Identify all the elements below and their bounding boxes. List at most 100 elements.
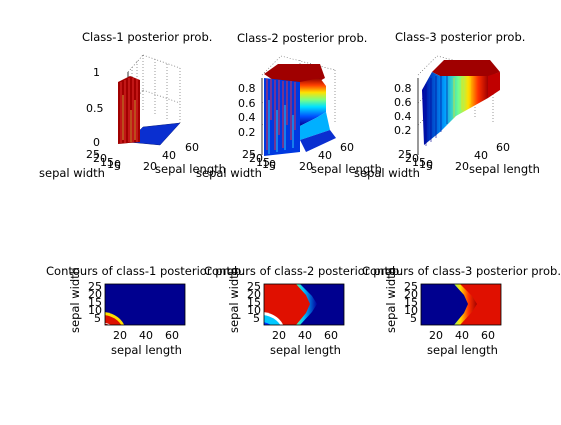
surface-wall (422, 72, 488, 145)
y-tick-label: 5 (114, 160, 121, 173)
x-tick-label: 40 (318, 149, 332, 162)
y-axis-label: sepal width (354, 166, 420, 180)
y-tick-label: 15 (404, 296, 418, 309)
z-tick-label: 0.8 (238, 82, 256, 95)
y-tick-label: 20 (249, 152, 263, 165)
surface-wall (300, 78, 326, 126)
surface-plateau (432, 60, 500, 76)
x-tick-label: 20 (143, 160, 157, 173)
heatmap-plot-class-2: Contours of class-2 posterior prob. 25 2… (204, 264, 403, 357)
surface-plot-class-3: Class-3 posterior prob. 0. (354, 30, 540, 180)
x-tick-label: 20 (455, 160, 469, 173)
x-axis-label: sepal length (111, 343, 182, 357)
plot-title: Contours of class-2 posterior prob. (204, 264, 403, 278)
y-tick-label: 15 (256, 156, 270, 169)
x-tick-label: 60 (340, 141, 354, 154)
y-tick-label: 25 (404, 280, 418, 293)
x-tick-label: 60 (496, 141, 510, 154)
z-tick-label: 0.5 (86, 102, 104, 115)
x-axis-label: sepal length (427, 343, 498, 357)
y-axis-label: sepal width (384, 267, 398, 333)
x-tick-label: 40 (298, 329, 312, 342)
y-tick-label: 10 (262, 158, 276, 171)
heatmap-contour (105, 322, 111, 325)
plot-title: Class-1 posterior prob. (82, 30, 212, 44)
y-tick-label: 20 (405, 152, 419, 165)
y-tick-label: 10 (247, 304, 261, 317)
axes-box (263, 283, 345, 326)
x-tick-label: 60 (185, 141, 199, 154)
z-tick-label: 1 (93, 66, 100, 79)
y-axis-label: sepal width (227, 267, 241, 333)
x-tick-label: 60 (165, 329, 179, 342)
x-tick-label: 20 (113, 329, 127, 342)
y-tick-label: 10 (88, 304, 102, 317)
y-tick-label: 20 (93, 152, 107, 165)
plot-title: Contours of class-3 posterior prob. (362, 264, 561, 278)
y-tick-label: 10 (107, 158, 121, 171)
axes-box (104, 283, 186, 326)
y-axis-label: sepal width (196, 166, 262, 180)
y-axis-label: sepal width (68, 267, 82, 333)
y-tick-label: 20 (247, 288, 261, 301)
z-tick-label: 0 (93, 136, 100, 149)
y-tick-label: 25 (88, 280, 102, 293)
y-tick-label: 10 (404, 304, 418, 317)
y-tick-label: 15 (412, 156, 426, 169)
z-tick-label: 0.8 (394, 82, 412, 95)
surface-mesh (425, 76, 448, 146)
y-axis-label: sepal width (39, 166, 105, 180)
z-tick-label: 0.2 (394, 124, 412, 137)
axes-box (420, 283, 502, 326)
y-tick-label: 5 (94, 312, 101, 325)
x-tick-label: 40 (455, 329, 469, 342)
surface-mesh (120, 78, 138, 143)
y-tick-label: 20 (404, 288, 418, 301)
x-tick-label: 60 (481, 329, 495, 342)
heatmap-plot-class-3: Contours of class-3 posterior prob. 25 2… (362, 264, 561, 357)
y-tick-label: 15 (88, 296, 102, 309)
x-axis-label: sepal length (469, 162, 540, 176)
y-tick-label: 25 (242, 148, 256, 161)
surface-plateau (264, 64, 325, 82)
x-tick-label: 20 (429, 329, 443, 342)
y-tick-label: 5 (253, 312, 260, 325)
x-tick-label: 20 (272, 329, 286, 342)
x-axis-label: sepal length (311, 162, 382, 176)
y-tick-label: 10 (419, 158, 433, 171)
z-tick-label: 0.2 (238, 126, 256, 139)
heatmap-region (264, 284, 310, 325)
x-tick-label: 60 (324, 329, 338, 342)
z-tick-label: 0.4 (394, 110, 412, 123)
y-tick-label: 25 (247, 280, 261, 293)
y-tick-label: 25 (398, 148, 412, 161)
z-tick-label: 0.6 (394, 96, 412, 109)
plot-title: Class-2 posterior prob. (237, 31, 367, 45)
x-tick-label: 20 (299, 160, 313, 173)
x-axis-label: sepal length (155, 162, 226, 176)
heatmap-region (105, 315, 122, 325)
y-tick-label: 15 (247, 296, 261, 309)
y-tick-label: 5 (269, 160, 276, 173)
surface-wall (300, 112, 330, 140)
y-tick-label: 25 (86, 148, 100, 161)
z-tick-label: 0.6 (238, 97, 256, 110)
y-tick-label: 5 (426, 160, 433, 173)
z-tick-label: 0.4 (238, 111, 256, 124)
surface-plot-class-1: Class-1 posterior prob. (39, 30, 226, 180)
y-tick-label: 20 (88, 288, 102, 301)
heatmap-region (421, 284, 468, 325)
surface-floor (300, 130, 336, 152)
plot-title: Class-3 posterior prob. (395, 30, 525, 44)
x-tick-label: 40 (162, 149, 176, 162)
heatmap-plot-class-1: Contours of class-1 posterior prob. 25 2… (46, 264, 245, 357)
surface-plot-class-2: Class-2 posterior prob. (196, 31, 382, 180)
x-axis-label: sepal length (270, 343, 341, 357)
x-tick-label: 40 (139, 329, 153, 342)
x-tick-label: 40 (474, 149, 488, 162)
plot-title: Contours of class-1 posterior prob. (46, 264, 245, 278)
y-tick-label: 5 (410, 312, 417, 325)
y-tick-label: 15 (100, 156, 114, 169)
